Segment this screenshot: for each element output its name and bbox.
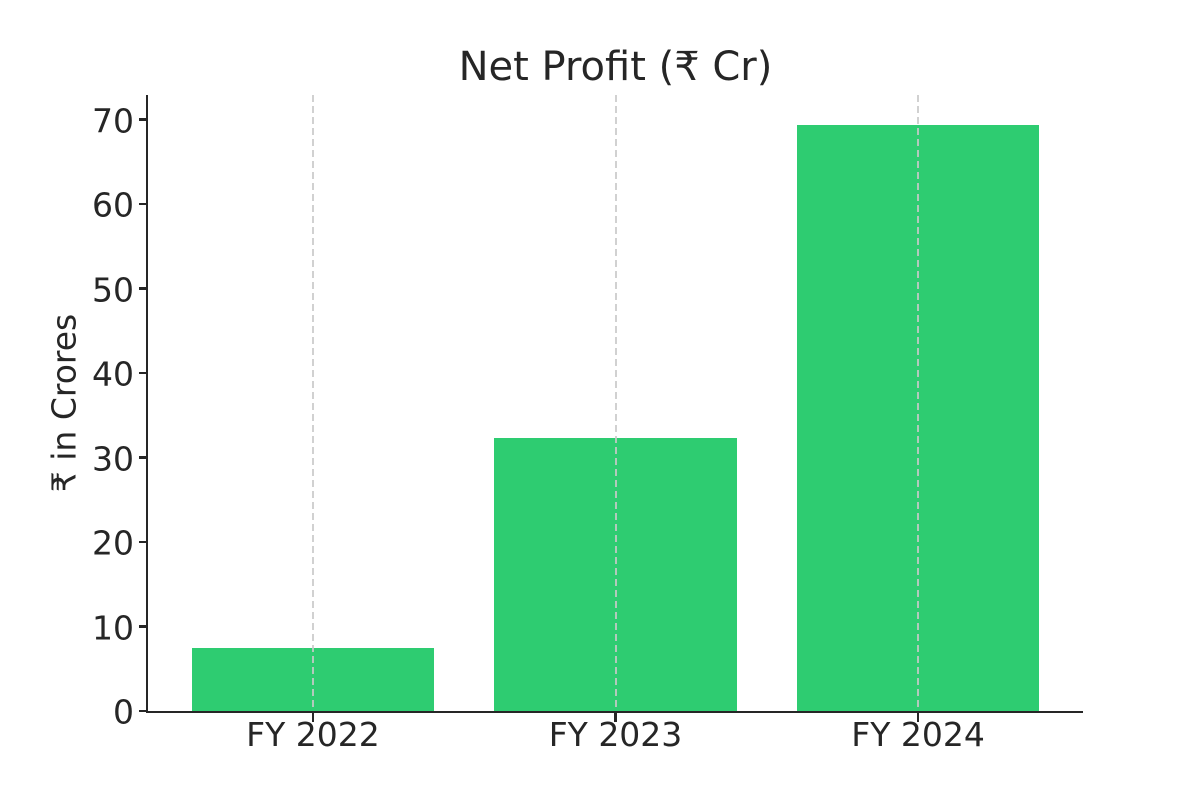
y-tick-label-10: 10 <box>92 607 134 647</box>
y-axis-tick-labels: 0 10 20 30 40 50 60 70 <box>0 95 134 728</box>
y-tick-label-30: 30 <box>92 438 134 478</box>
y-tick-label-60: 60 <box>92 185 134 225</box>
y-tick-label-40: 40 <box>92 354 134 394</box>
x-tick-label-fy-2022: FY 2022 <box>246 715 380 754</box>
plot-area <box>146 95 1083 713</box>
gridline-fy-2024 <box>917 95 920 711</box>
x-axis-tick-labels: FY 2022 FY 2023 FY 2024 <box>148 716 1083 766</box>
x-tick-label-fy-2024: FY 2024 <box>851 715 985 754</box>
gridlines-layer <box>148 95 1083 711</box>
gridline-fy-2022 <box>311 95 314 711</box>
chart-title: Net Profit (₹ Cr) <box>458 44 773 90</box>
gridline-fy-2023 <box>614 95 617 711</box>
y-tick-label-20: 20 <box>92 523 134 563</box>
y-tick-label-70: 70 <box>92 100 134 140</box>
x-tick-label-fy-2023: FY 2023 <box>548 715 683 754</box>
y-tick-label-0: 0 <box>113 692 134 732</box>
y-tick-label-50: 50 <box>92 269 134 309</box>
